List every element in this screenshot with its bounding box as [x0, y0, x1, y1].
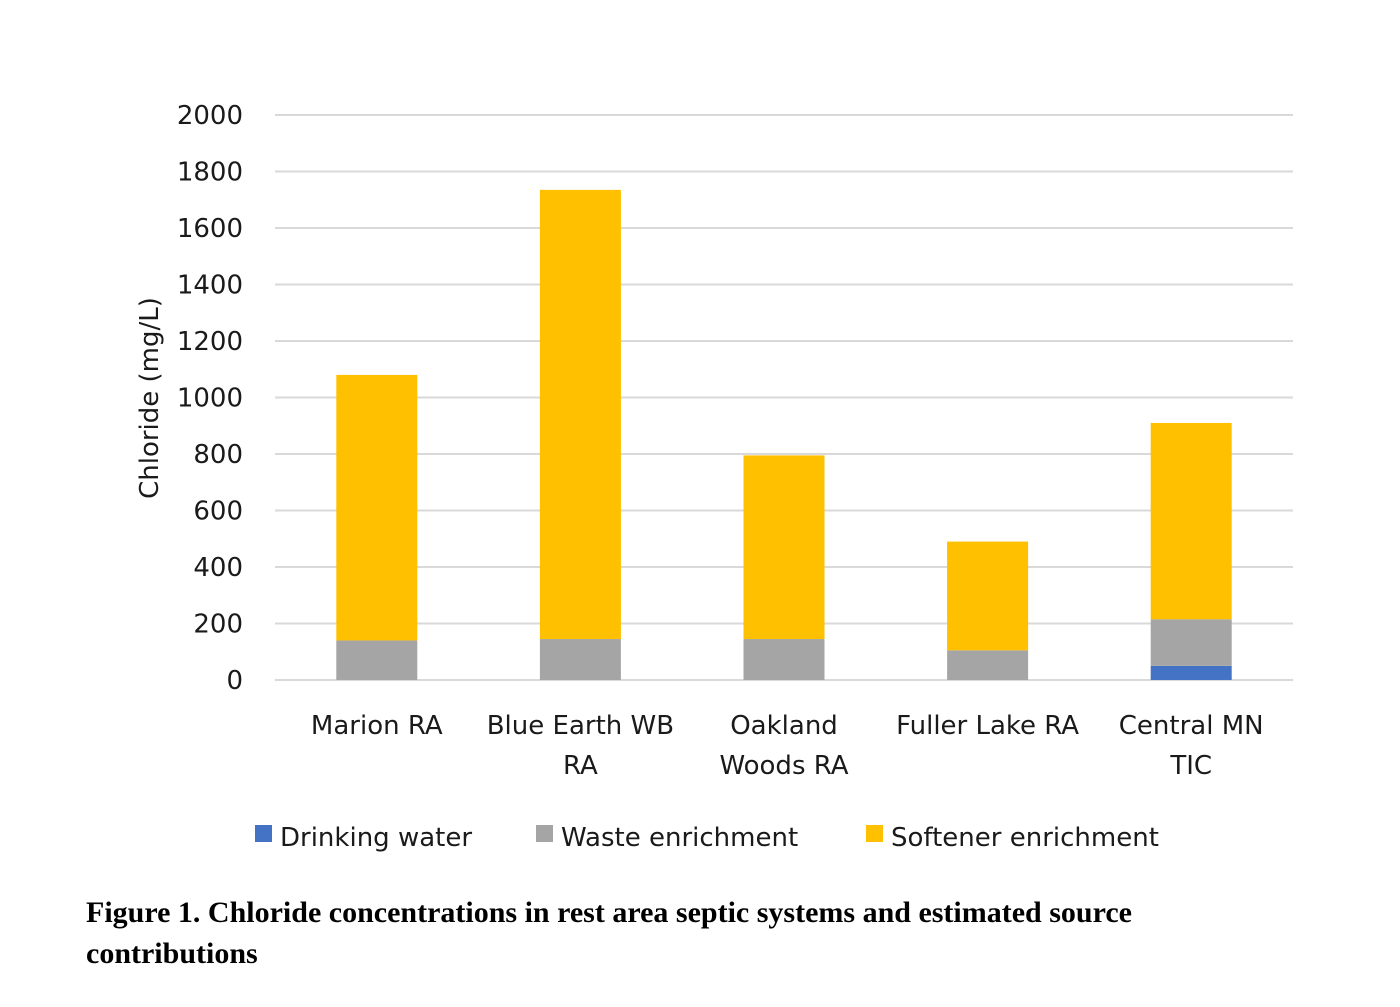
- bar-segment-softener-enrichment: [947, 541, 1029, 651]
- gridlines: [275, 114, 1293, 681]
- y-tick-label: 1400: [177, 271, 243, 301]
- bar-segment-softener-enrichment: [743, 455, 825, 640]
- bar-segment-softener-enrichment: [539, 189, 621, 640]
- bars: [336, 189, 1232, 680]
- y-axis-title: Chloride (mg/L): [135, 297, 165, 499]
- legend-label: Drinking water: [280, 823, 472, 853]
- legend-item: Waste enrichment: [536, 823, 798, 853]
- y-tick-label: 1800: [177, 158, 243, 188]
- y-tick-label: 200: [193, 610, 243, 640]
- x-axis-labels: Marion RA Blue Earth WB RA Oakland Woods RA F…: [311, 711, 1264, 781]
- stacked-bar-chart: 0 200 400 600 800 1000 1200 1400 1600 1800 2000 Ch…: [135, 101, 1293, 853]
- bar-segment-waste-enrichment: [336, 640, 418, 680]
- figure-caption: Figure 1. Chloride concentrations in res…: [86, 896, 1133, 970]
- bar-segment-softener-enrichment: [336, 374, 418, 641]
- legend-item: Softener enrichment: [866, 823, 1159, 853]
- x-category-label: Central MN TIC: [1119, 711, 1264, 781]
- bar-segment-waste-enrichment: [539, 639, 621, 680]
- bar-segment-waste-enrichment: [743, 639, 825, 680]
- legend-swatch: [536, 825, 553, 842]
- bar-segment-waste-enrichment: [1150, 619, 1232, 666]
- bar-segment-softener-enrichment: [1150, 422, 1232, 620]
- legend-item: Drinking water: [255, 823, 472, 853]
- y-tick-label: 600: [193, 497, 243, 527]
- y-tick-label: 1600: [177, 214, 243, 244]
- x-category-label: Blue Earth WB RA: [487, 711, 674, 781]
- y-tick-label: 400: [193, 553, 243, 583]
- legend-label: Softener enrichment: [891, 823, 1159, 853]
- y-tick-label: 1000: [177, 384, 243, 414]
- y-tick-label: 800: [193, 440, 243, 470]
- bar-segment-waste-enrichment: [947, 650, 1029, 680]
- bar-segment-drinking-water: [1150, 665, 1232, 680]
- x-category-label: Oakland Woods RA: [719, 711, 848, 781]
- legend-swatch: [255, 825, 272, 842]
- y-tick-label: 2000: [177, 101, 243, 131]
- y-axis-ticks: 0 200 400 600 800 1000 1200 1400 1600 1800 2000: [177, 101, 243, 696]
- x-category-label: Marion RA: [311, 711, 443, 741]
- y-tick-label: 1200: [177, 327, 243, 357]
- x-category-label: Fuller Lake RA: [896, 711, 1079, 741]
- legend-swatch: [866, 825, 883, 842]
- legend: Drinking water Waste enrichment Softener e…: [255, 823, 1159, 853]
- y-tick-label: 0: [226, 666, 243, 696]
- legend-label: Waste enrichment: [561, 823, 798, 853]
